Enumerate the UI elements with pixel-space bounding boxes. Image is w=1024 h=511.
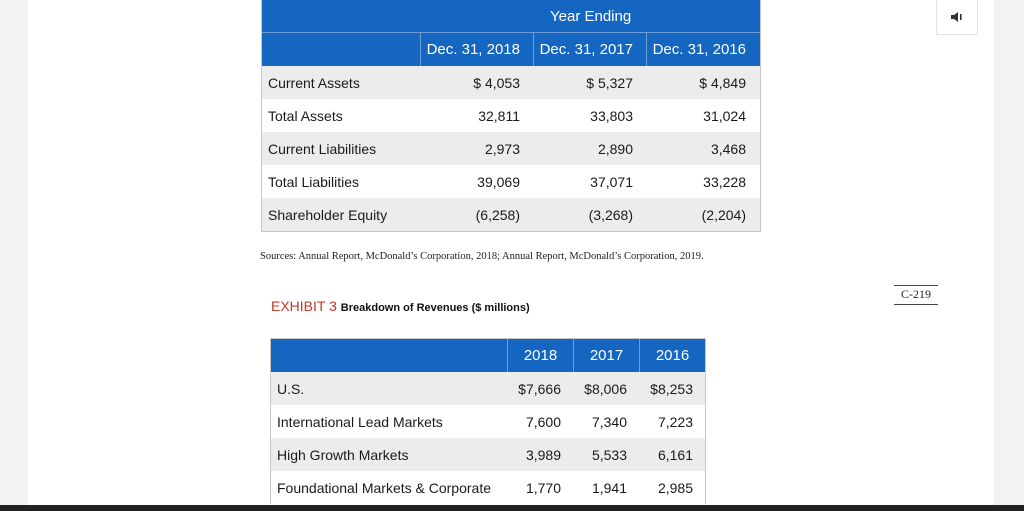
speaker-icon xyxy=(951,12,962,22)
audio-button[interactable] xyxy=(936,0,978,35)
cell: 3,989 xyxy=(525,446,561,463)
column-header: Dec. 31, 2017 xyxy=(533,33,646,66)
year-ending-label: Year Ending xyxy=(550,8,632,25)
table-group-header: Year Ending xyxy=(262,0,760,32)
cell: $8,006 xyxy=(584,380,627,397)
cell: $ 4,849 xyxy=(699,74,746,91)
row-label: Current Assets xyxy=(268,74,360,91)
cell: 39,069 xyxy=(477,173,520,190)
exhibit-caption: Breakdown of Revenues ($ millions) xyxy=(340,302,530,314)
cell: (6,258) xyxy=(475,206,520,223)
table-row: Current Assets $ 4,053 $ 5,327 $ 4,849 xyxy=(262,66,760,99)
table-row: Shareholder Equity (6,258) (3,268) (2,20… xyxy=(262,198,760,231)
table-row: Total Assets 32,811 33,803 31,024 xyxy=(262,99,760,132)
row-label: U.S. xyxy=(277,380,305,397)
cell: 2,985 xyxy=(657,479,693,496)
table-row: Current Liabilities 2,973 2,890 3,468 xyxy=(262,132,760,165)
cell: 5,533 xyxy=(591,446,627,463)
column-header: 2017 xyxy=(573,339,639,372)
row-label: Foundational Markets & Corporate xyxy=(277,479,491,496)
row-label: Total Liabilities xyxy=(268,173,360,190)
table-row: Total Liabilities 39,069 37,071 33,228 xyxy=(262,165,760,198)
sources-note: Sources: Annual Report, McDonald’s Corpo… xyxy=(260,251,704,262)
row-label: Total Assets xyxy=(268,107,343,124)
cell: 31,024 xyxy=(703,107,746,124)
column-header: Dec. 31, 2018 xyxy=(420,33,533,66)
cell: 7,223 xyxy=(657,413,693,430)
table-row: Foundational Markets & Corporate 1,770 1… xyxy=(271,471,705,504)
cell: $8,253 xyxy=(650,380,693,397)
row-label: High Growth Markets xyxy=(277,446,409,463)
cell: $7,666 xyxy=(518,380,561,397)
column-header: Dec. 31, 2016 xyxy=(646,33,759,66)
cell: 1,770 xyxy=(525,479,561,496)
cell: 33,803 xyxy=(590,107,633,124)
cell: 3,468 xyxy=(710,140,746,157)
cell: $ 4,053 xyxy=(473,74,520,91)
table-row: U.S. $7,666 $8,006 $8,253 xyxy=(271,372,705,405)
cell: (2,204) xyxy=(701,206,746,223)
revenue-table: 2018 2017 2016 U.S. $7,666 $8,006 $8,253… xyxy=(270,338,706,504)
cell: 37,071 xyxy=(590,173,633,190)
balance-sheet-table: Year Ending Dec. 31, 2018 Dec. 31, 2017 … xyxy=(261,0,761,232)
table-column-headers: Dec. 31, 2018 Dec. 31, 2017 Dec. 31, 201… xyxy=(262,32,760,66)
row-label: Current Liabilities xyxy=(268,140,377,157)
cell: 32,811 xyxy=(478,107,520,124)
exhibit-label: EXHIBIT 3 xyxy=(271,298,337,314)
cell: $ 5,327 xyxy=(586,74,633,91)
cell: (3,268) xyxy=(588,206,633,223)
row-label: Shareholder Equity xyxy=(268,206,388,223)
cell: 33,228 xyxy=(703,173,746,190)
cell: 2,973 xyxy=(484,140,520,157)
table-column-headers: 2018 2017 2016 xyxy=(271,339,705,372)
exhibit-title: EXHIBIT 3 Breakdown of Revenues ($ milli… xyxy=(271,298,530,314)
cell: 7,340 xyxy=(591,413,627,430)
table-row: International Lead Markets 7,600 7,340 7… xyxy=(271,405,705,438)
cell: 6,161 xyxy=(657,446,693,463)
page-number: C-219 xyxy=(894,285,938,305)
bottom-bar xyxy=(0,505,1024,511)
column-header: 2016 xyxy=(639,339,705,372)
cell: 1,941 xyxy=(591,479,627,496)
table-row: High Growth Markets 3,989 5,533 6,161 xyxy=(271,438,705,471)
cell: 7,600 xyxy=(525,413,561,430)
row-label: International Lead Markets xyxy=(277,413,443,430)
column-header: 2018 xyxy=(507,339,573,372)
cell: 2,890 xyxy=(597,140,633,157)
